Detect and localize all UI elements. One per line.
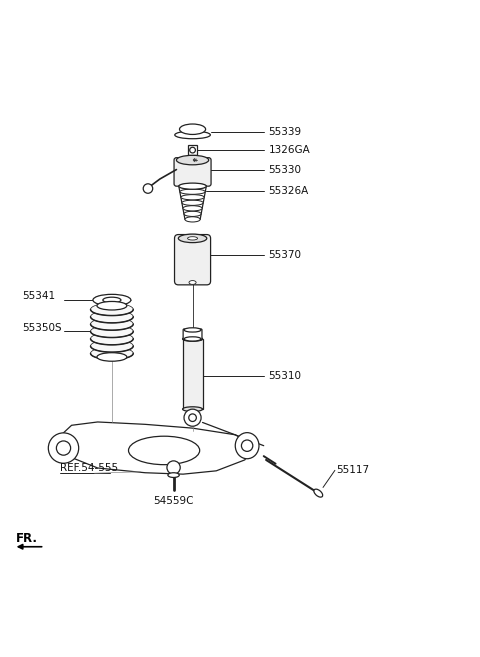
Circle shape xyxy=(241,440,253,451)
Ellipse shape xyxy=(235,433,259,459)
Ellipse shape xyxy=(184,328,201,332)
Ellipse shape xyxy=(129,436,200,464)
Ellipse shape xyxy=(179,234,207,242)
Ellipse shape xyxy=(91,304,133,315)
Circle shape xyxy=(190,147,195,153)
Ellipse shape xyxy=(184,337,201,341)
Ellipse shape xyxy=(91,311,133,323)
Bar xyxy=(188,145,197,155)
Ellipse shape xyxy=(177,155,209,165)
Ellipse shape xyxy=(91,332,133,345)
Ellipse shape xyxy=(183,206,202,211)
Bar xyxy=(182,339,203,409)
Ellipse shape xyxy=(314,489,323,497)
Ellipse shape xyxy=(179,183,206,189)
Text: FR.: FR. xyxy=(16,532,38,545)
FancyBboxPatch shape xyxy=(174,158,211,186)
Ellipse shape xyxy=(179,183,206,189)
Ellipse shape xyxy=(103,297,121,303)
Ellipse shape xyxy=(175,131,210,139)
Ellipse shape xyxy=(168,473,179,478)
Text: 1326GA: 1326GA xyxy=(268,145,310,155)
Circle shape xyxy=(184,409,201,426)
Text: 54559C: 54559C xyxy=(153,496,194,506)
Ellipse shape xyxy=(182,336,203,341)
Text: 55117: 55117 xyxy=(336,465,370,476)
Circle shape xyxy=(167,461,180,474)
FancyBboxPatch shape xyxy=(175,235,211,285)
Ellipse shape xyxy=(97,353,127,361)
Ellipse shape xyxy=(188,237,198,240)
Text: 55339: 55339 xyxy=(268,127,301,137)
Ellipse shape xyxy=(93,294,131,306)
FancyBboxPatch shape xyxy=(183,329,202,340)
Circle shape xyxy=(56,441,71,455)
Text: 55370: 55370 xyxy=(268,250,301,260)
Text: REF.54-555: REF.54-555 xyxy=(60,463,118,474)
Ellipse shape xyxy=(97,302,127,310)
Text: 55350S: 55350S xyxy=(22,323,61,332)
Ellipse shape xyxy=(182,407,203,411)
Polygon shape xyxy=(57,422,254,474)
Ellipse shape xyxy=(91,347,133,359)
Ellipse shape xyxy=(181,194,204,200)
Circle shape xyxy=(143,184,153,193)
Ellipse shape xyxy=(184,212,201,216)
Ellipse shape xyxy=(91,340,133,352)
Text: 55326A: 55326A xyxy=(268,186,309,196)
Ellipse shape xyxy=(180,189,205,194)
Ellipse shape xyxy=(185,217,200,222)
Text: 55341: 55341 xyxy=(22,291,55,302)
Text: 55330: 55330 xyxy=(268,164,301,175)
Ellipse shape xyxy=(182,200,203,206)
Ellipse shape xyxy=(91,318,133,330)
Circle shape xyxy=(48,433,79,463)
Ellipse shape xyxy=(189,281,196,284)
Ellipse shape xyxy=(91,325,133,338)
Circle shape xyxy=(189,414,196,422)
Ellipse shape xyxy=(180,124,205,135)
Text: 55310: 55310 xyxy=(268,371,301,381)
